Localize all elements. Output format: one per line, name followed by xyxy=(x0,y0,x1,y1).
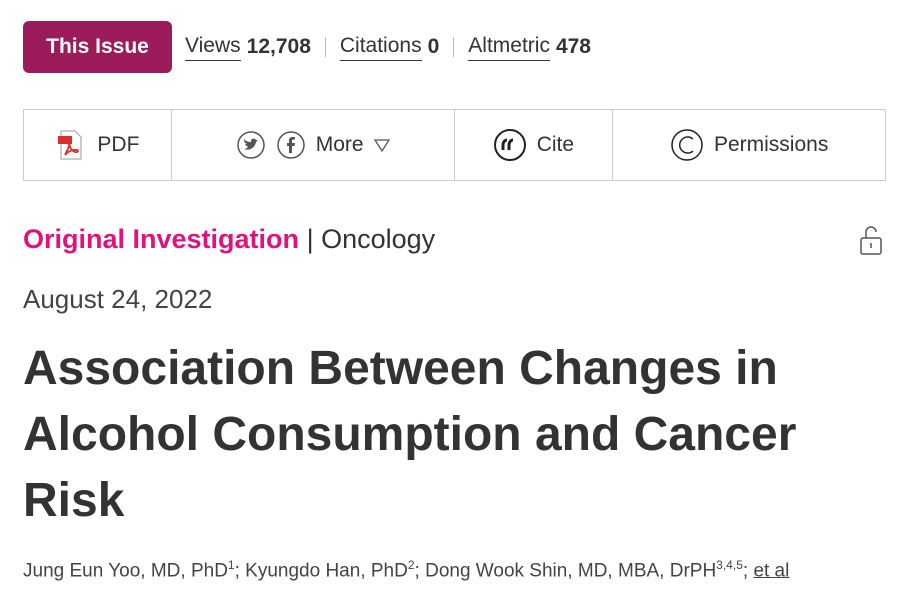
dropdown-icon xyxy=(373,139,390,152)
pdf-button[interactable]: PDF xyxy=(24,110,172,180)
article-title: Association Between Changes in Alcohol C… xyxy=(23,342,797,527)
permissions-label: Permissions xyxy=(713,133,829,156)
metric-label: Views xyxy=(185,34,241,61)
toolbar: PDF More Cite Permissions xyxy=(23,109,886,181)
permissions-button[interactable]: Permissions xyxy=(613,110,885,180)
author-separator: ; xyxy=(414,560,420,582)
more-label[interactable]: More xyxy=(315,133,364,156)
category-separator: | xyxy=(306,224,314,254)
metrics: Views 12,708 Citations 0 Altmetric 478 xyxy=(185,30,591,64)
affiliation: 3,4,5 xyxy=(716,558,743,572)
this-issue-button[interactable]: This Issue xyxy=(23,21,172,73)
author-separator: ; xyxy=(234,560,240,582)
pdf-icon xyxy=(58,130,82,160)
metric-value: 478 xyxy=(555,35,591,58)
divider xyxy=(324,37,326,57)
author-separator: ; xyxy=(742,560,749,582)
metric[interactable]: Views 12,708 xyxy=(185,34,311,61)
metric-value: 12,708 xyxy=(246,35,311,58)
share-group: More xyxy=(172,110,455,180)
affiliation: 2 xyxy=(407,558,415,572)
affiliation: 1 xyxy=(227,558,235,572)
author-name: Dong Wook Shin, MD, MBA, DrPH xyxy=(425,560,717,582)
metric-label: Citations xyxy=(339,34,422,61)
facebook-icon[interactable] xyxy=(276,130,306,160)
article-subject[interactable]: Oncology xyxy=(321,224,436,254)
metric[interactable]: Altmetric 478 xyxy=(468,34,591,61)
pdf-label: PDF xyxy=(97,133,140,156)
metric-label: Altmetric xyxy=(468,34,550,61)
et-al-link[interactable]: et al xyxy=(753,560,790,582)
divider xyxy=(453,37,455,57)
author-name: Kyungdo Han, PhD xyxy=(245,560,408,582)
publish-date: August 24, 2022 xyxy=(23,284,213,314)
article-type[interactable]: Original Investigation xyxy=(23,224,300,254)
cite-icon xyxy=(493,129,526,161)
cite-label: Cite xyxy=(536,133,575,156)
twitter-icon[interactable] xyxy=(236,130,266,160)
article-category: Original Investigation | Oncology xyxy=(23,224,435,255)
open-access-icon xyxy=(860,226,882,255)
cite-button[interactable]: Cite xyxy=(455,110,614,180)
metric-value: 0 xyxy=(427,35,440,58)
author-list: Jung Eun Yoo, MD, PhD1; Kyungdo Han, PhD… xyxy=(23,558,789,582)
copyright-icon xyxy=(671,129,703,161)
metric[interactable]: Citations 0 xyxy=(339,34,440,61)
author-name: Jung Eun Yoo, MD, PhD xyxy=(23,560,228,582)
